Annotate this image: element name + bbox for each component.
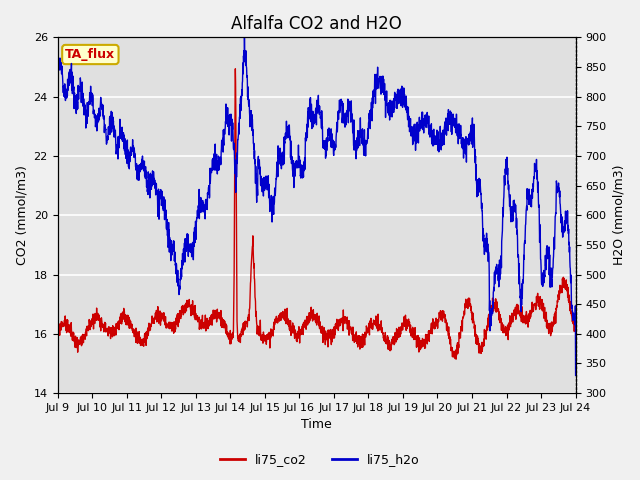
Text: TA_flux: TA_flux (65, 48, 115, 61)
X-axis label: Time: Time (301, 419, 332, 432)
Legend: li75_co2, li75_h2o: li75_co2, li75_h2o (215, 448, 425, 471)
Title: Alfalfa CO2 and H2O: Alfalfa CO2 and H2O (231, 15, 402, 33)
Y-axis label: H2O (mmol/m3): H2O (mmol/m3) (612, 165, 625, 265)
Y-axis label: CO2 (mmol/m3): CO2 (mmol/m3) (15, 165, 28, 265)
